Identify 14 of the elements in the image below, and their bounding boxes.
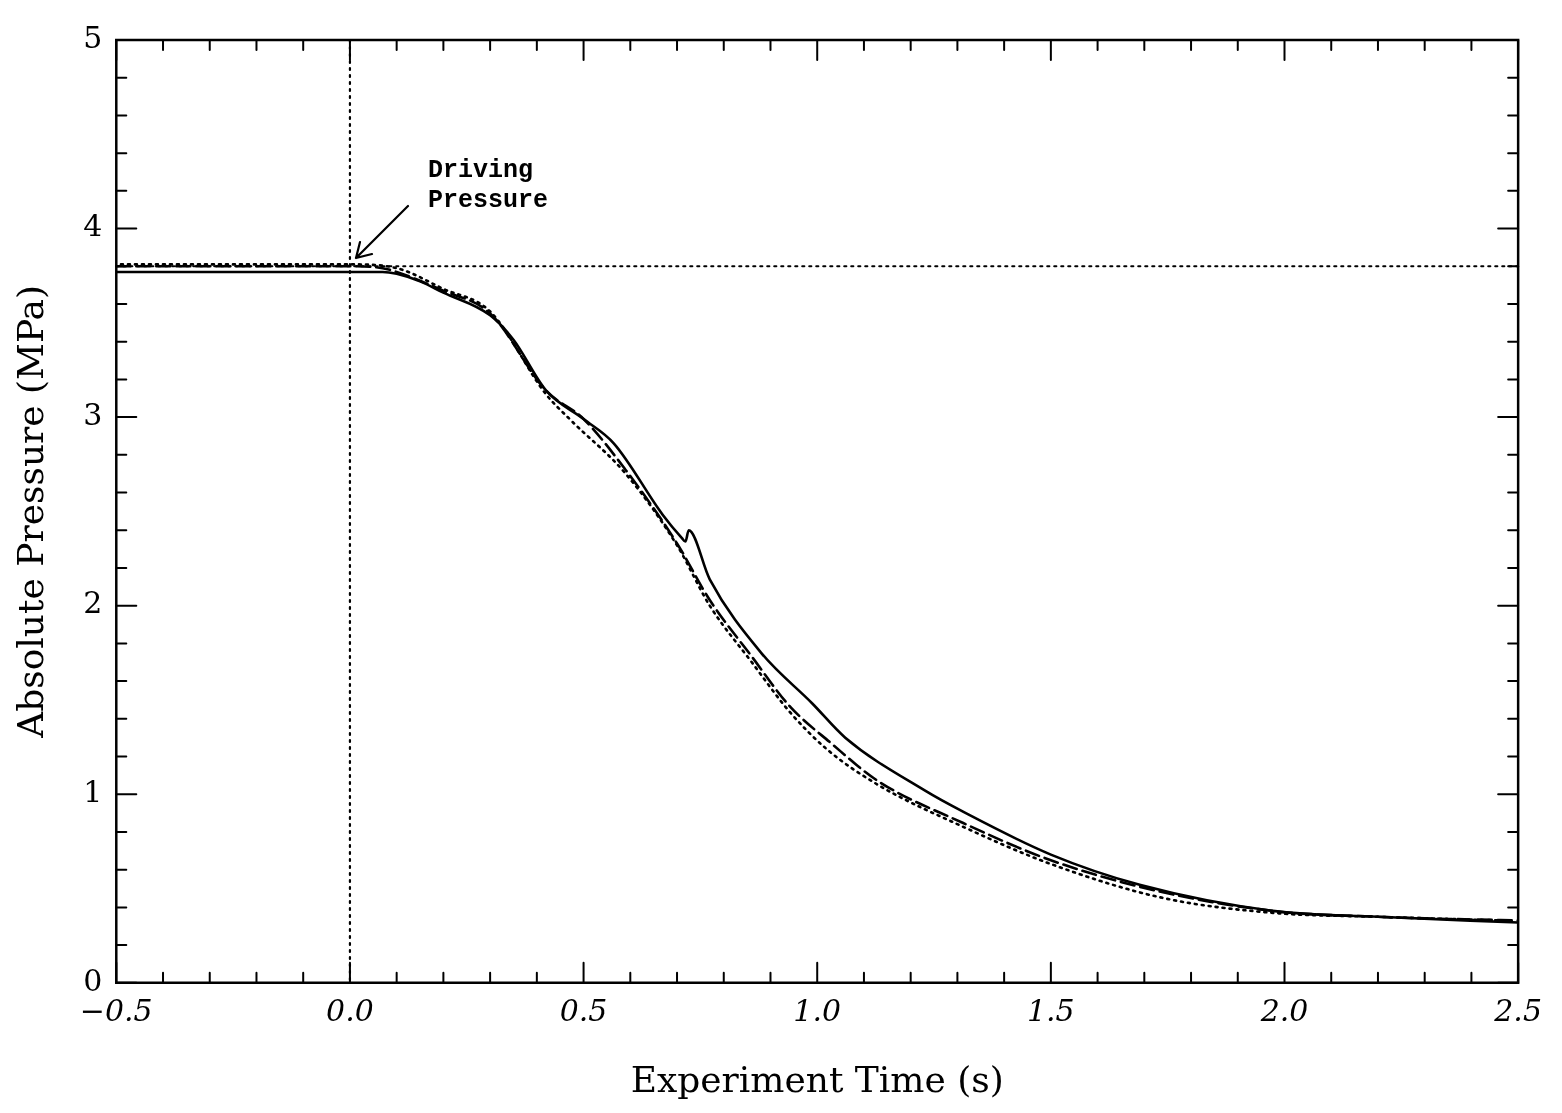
- x-tick-label: 2.5: [1493, 992, 1542, 1028]
- x-tick-label: 1.5: [1027, 992, 1075, 1028]
- y-tick-label: 5: [83, 19, 103, 55]
- y-tick-label: 3: [83, 396, 103, 432]
- x-tick-label: 0.5: [559, 992, 608, 1028]
- y-axis-title: Absolute Pressure (MPa): [9, 284, 51, 739]
- x-tick-label: 0.0: [326, 992, 374, 1028]
- y-tick-label: 2: [83, 585, 103, 621]
- y-tick-label: 1: [83, 774, 103, 810]
- x-tick-label: 1.0: [793, 992, 842, 1028]
- y-tick-label: 4: [83, 208, 103, 244]
- x-tick-label: 2.0: [1259, 992, 1309, 1028]
- annotation: Driving Pressure: [427, 156, 549, 217]
- x-axis-title: Experiment Time (s): [630, 1058, 1004, 1100]
